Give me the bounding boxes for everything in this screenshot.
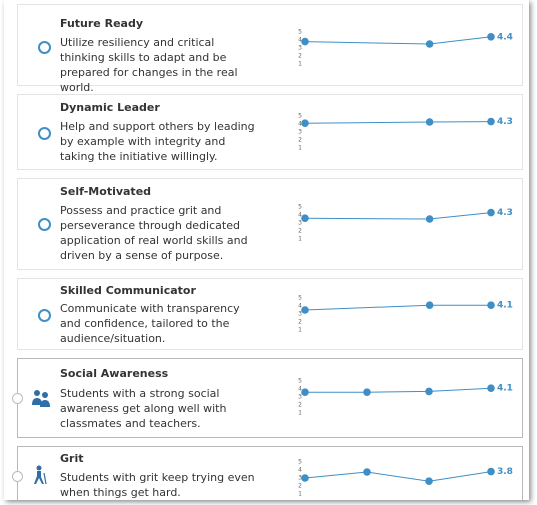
card-description: Help and support others by leading by ex… — [60, 120, 255, 163]
hiker-icon — [34, 465, 47, 485]
value-label: 4.3 — [497, 117, 513, 127]
data-point — [363, 468, 371, 476]
y-tick-label: 4 — [298, 467, 302, 474]
card-title: Social Awareness — [60, 367, 169, 380]
data-point — [487, 384, 495, 392]
card-title: Skilled Communicator — [60, 284, 196, 297]
data-point — [487, 208, 495, 217]
data-point — [487, 467, 495, 476]
trend-line — [304, 471, 492, 482]
y-tick-label: 1 — [298, 61, 302, 68]
trend-line — [305, 387, 492, 393]
y-tick-label: 5 — [298, 295, 302, 302]
card: Future Ready Utilize resiliency and crit… — [17, 4, 523, 94]
y-tick-label: 4 — [298, 212, 302, 219]
y-tick-label: 1 — [298, 410, 302, 417]
y-tick-label: 1 — [298, 236, 302, 243]
y-tick-label: 2 — [298, 483, 302, 490]
card-title: Dynamic Leader — [60, 101, 160, 114]
status-ring — [38, 309, 51, 322]
status-ring — [38, 127, 51, 140]
expand-knob[interactable] — [12, 471, 23, 482]
frame: Future Ready Utilize resiliency and crit… — [4, 0, 529, 500]
y-tick-label: 1 — [298, 145, 302, 152]
y-tick-label: 3 — [298, 311, 302, 318]
y-tick-label: 4 — [298, 37, 302, 44]
y-tick-label: 2 — [298, 228, 302, 235]
status-ring — [38, 41, 51, 54]
data-point — [301, 37, 309, 46]
data-point — [425, 301, 434, 309]
data-point — [425, 118, 434, 126]
card: Skilled Communicator Communicate with tr… — [17, 278, 523, 350]
y-tick-label: 3 — [298, 45, 302, 52]
card-description: Communicate with transparency and confid… — [60, 302, 240, 345]
card-title: Future Ready — [60, 17, 143, 30]
people-icon — [32, 390, 50, 407]
value-label: 4.1 — [497, 384, 513, 394]
y-tick-label: 4 — [298, 121, 302, 128]
data-point — [487, 33, 495, 41]
y-tick-label: 1 — [298, 491, 302, 498]
card: Self-Motivated Possess and practice grit… — [17, 178, 523, 270]
card-description: Students with a strong social awareness … — [60, 387, 227, 430]
card-description: Possess and practice grit and perseveran… — [60, 204, 248, 262]
data-point — [425, 40, 434, 48]
value-label: 3.8 — [497, 467, 513, 477]
data-point — [363, 388, 371, 396]
y-tick-label: 4 — [298, 303, 302, 310]
card: Social Awareness Students with a strong … — [12, 358, 523, 438]
trend-line — [304, 121, 492, 124]
card-title: Grit — [60, 452, 84, 465]
trend-line — [304, 36, 492, 45]
data-point — [301, 214, 309, 222]
data-point — [425, 477, 433, 485]
y-tick-label: 3 — [298, 220, 302, 227]
trend-line — [304, 304, 491, 311]
value-label: 4.3 — [497, 208, 513, 218]
y-tick-label: 4 — [298, 386, 302, 393]
value-label: 4.1 — [497, 301, 513, 311]
data-point — [301, 474, 309, 482]
data-point — [301, 388, 309, 396]
data-point — [425, 215, 434, 223]
y-tick-label: 2 — [298, 137, 302, 144]
y-tick-label: 5 — [298, 29, 302, 36]
expand-knob[interactable] — [12, 393, 23, 404]
y-tick-label: 3 — [298, 475, 302, 482]
data-point — [425, 387, 433, 396]
y-tick-label: 2 — [298, 402, 302, 409]
y-tick-label: 5 — [298, 204, 302, 211]
status-ring — [38, 218, 51, 231]
data-point — [487, 117, 495, 126]
y-tick-label: 3 — [298, 129, 302, 136]
value-label: 4.4 — [497, 32, 513, 42]
y-tick-label: 1 — [298, 327, 302, 334]
card-description: Utilize resiliency and critical thinking… — [60, 36, 238, 94]
y-tick-label: 3 — [298, 394, 302, 401]
y-tick-label: 2 — [298, 319, 302, 326]
y-tick-label: 2 — [298, 53, 302, 60]
card-title: Self-Motivated — [60, 185, 152, 198]
y-tick-label: 5 — [298, 113, 302, 120]
card: Dynamic Leader Help and support others b… — [17, 94, 523, 170]
data-point — [301, 119, 309, 127]
card: Grit Students with grit keep trying even… — [12, 446, 523, 500]
data-point — [487, 301, 495, 309]
data-point — [301, 306, 309, 314]
trend-line — [304, 212, 492, 220]
y-tick-label: 5 — [298, 459, 302, 466]
card-description: Students with grit keep trying even when… — [60, 471, 255, 499]
y-tick-label: 5 — [298, 378, 302, 385]
